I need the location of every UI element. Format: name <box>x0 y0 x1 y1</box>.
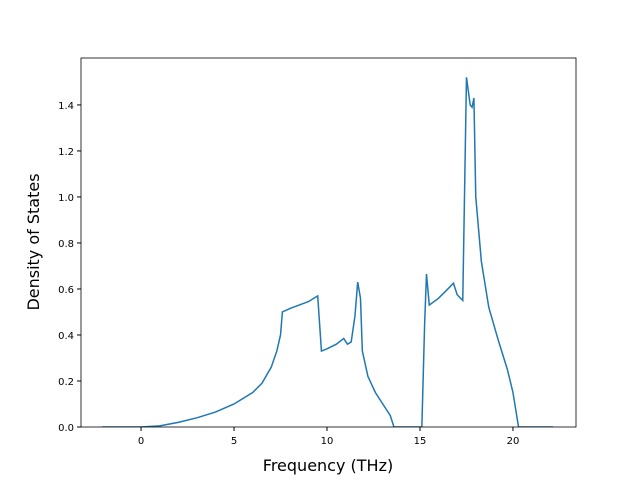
y-tick-label: 0.4 <box>58 331 74 342</box>
y-tick-label: 0.2 <box>58 377 74 388</box>
y-tick-label: 0.0 <box>58 423 74 434</box>
x-axis-label: Frequency (THz) <box>263 456 393 475</box>
x-tick-label: 10 <box>321 436 334 447</box>
x-tick-label: 15 <box>414 436 427 447</box>
y-tick-label: 1.0 <box>58 193 74 204</box>
line <box>102 77 553 427</box>
x-tick-label: 20 <box>507 436 520 447</box>
y-tick-label: 0.6 <box>58 285 74 296</box>
y-tick-label: 0.8 <box>58 239 74 250</box>
y-axis-label: Density of States <box>24 173 43 310</box>
x-tick-label: 0 <box>138 436 144 447</box>
x-tick-label: 5 <box>231 436 237 447</box>
y-tick-label: 1.2 <box>58 147 74 158</box>
y-tick-label: 1.4 <box>58 101 74 112</box>
plot-frame <box>80 57 577 428</box>
